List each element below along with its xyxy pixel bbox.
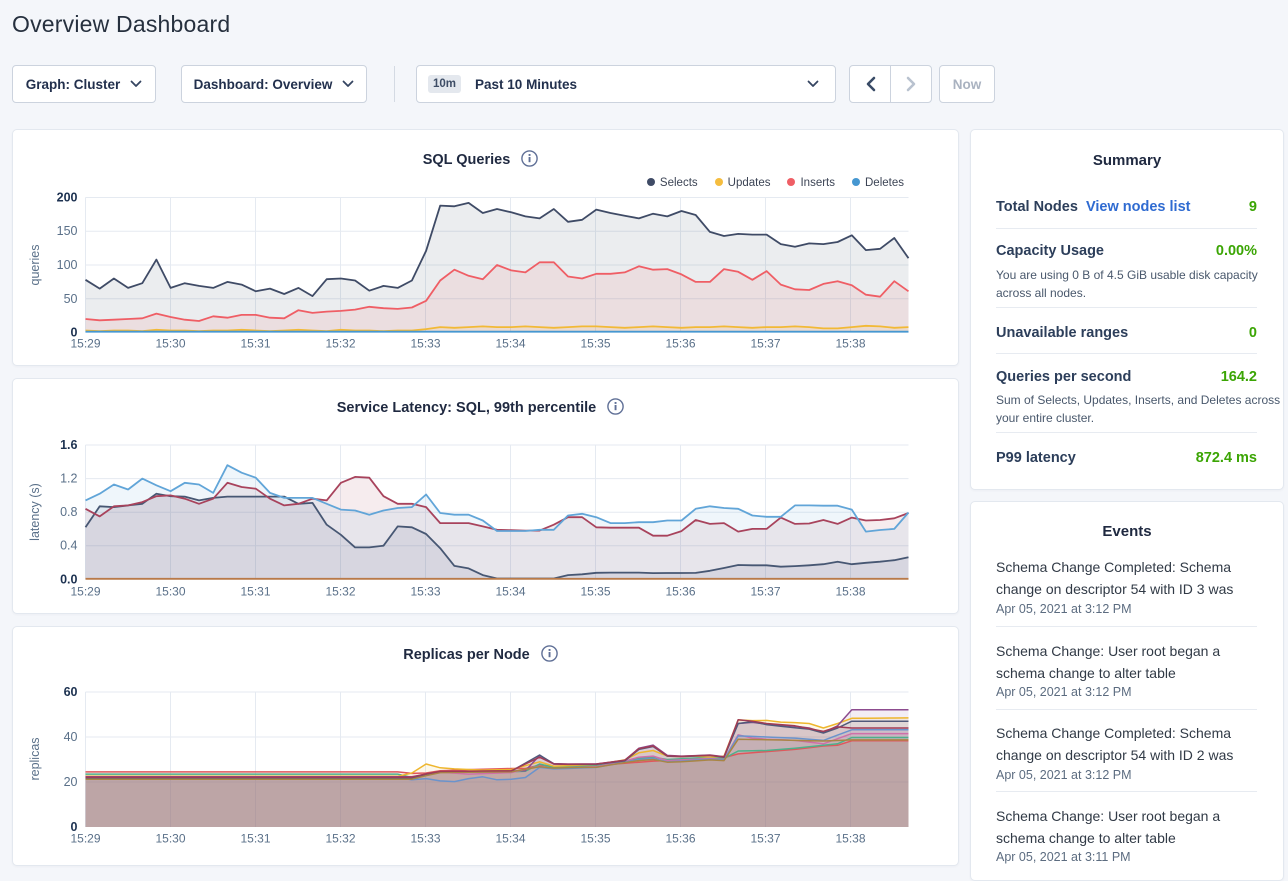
svg-text:0.8: 0.8 <box>60 505 77 519</box>
svg-text:15:31: 15:31 <box>240 337 270 351</box>
svg-text:60: 60 <box>64 685 78 699</box>
svg-text:15:33: 15:33 <box>410 337 440 351</box>
svg-text:40: 40 <box>64 730 78 744</box>
svg-text:50: 50 <box>64 292 78 306</box>
svg-text:15:36: 15:36 <box>665 337 695 351</box>
svg-text:15:32: 15:32 <box>325 337 355 351</box>
svg-text:150: 150 <box>57 224 78 238</box>
svg-text:15:37: 15:37 <box>750 585 780 599</box>
svg-text:0: 0 <box>71 326 78 340</box>
svg-text:20: 20 <box>64 775 78 789</box>
svg-text:0.0: 0.0 <box>60 572 77 586</box>
svg-text:15:38: 15:38 <box>835 832 865 846</box>
svg-text:15:32: 15:32 <box>325 832 355 846</box>
svg-text:queries: queries <box>28 245 42 286</box>
svg-text:1.6: 1.6 <box>60 438 77 452</box>
svg-text:0: 0 <box>71 820 78 834</box>
svg-text:100: 100 <box>57 258 78 272</box>
svg-text:15:35: 15:35 <box>580 832 610 846</box>
svg-text:1.2: 1.2 <box>60 472 77 486</box>
svg-text:15:35: 15:35 <box>580 337 610 351</box>
svg-text:15:37: 15:37 <box>750 832 780 846</box>
svg-text:15:34: 15:34 <box>495 585 525 599</box>
svg-text:15:30: 15:30 <box>155 832 185 846</box>
svg-text:15:34: 15:34 <box>495 832 525 846</box>
svg-text:15:36: 15:36 <box>665 585 695 599</box>
svg-text:15:38: 15:38 <box>835 585 865 599</box>
svg-text:15:33: 15:33 <box>410 585 440 599</box>
svg-text:15:30: 15:30 <box>155 337 185 351</box>
svg-text:200: 200 <box>57 191 78 205</box>
svg-text:15:38: 15:38 <box>835 337 865 351</box>
svg-text:15:29: 15:29 <box>70 585 100 599</box>
svg-text:15:30: 15:30 <box>155 585 185 599</box>
svg-text:15:29: 15:29 <box>70 337 100 351</box>
svg-text:0.4: 0.4 <box>60 539 77 553</box>
svg-text:15:31: 15:31 <box>240 832 270 846</box>
svg-text:15:35: 15:35 <box>580 585 610 599</box>
svg-text:15:29: 15:29 <box>70 832 100 846</box>
svg-text:15:31: 15:31 <box>240 585 270 599</box>
svg-text:latency (s): latency (s) <box>28 483 42 541</box>
svg-text:15:34: 15:34 <box>495 337 525 351</box>
svg-text:replicas: replicas <box>28 737 42 780</box>
svg-text:15:36: 15:36 <box>665 832 695 846</box>
svg-text:15:37: 15:37 <box>750 337 780 351</box>
svg-text:15:32: 15:32 <box>325 585 355 599</box>
svg-text:15:33: 15:33 <box>410 832 440 846</box>
